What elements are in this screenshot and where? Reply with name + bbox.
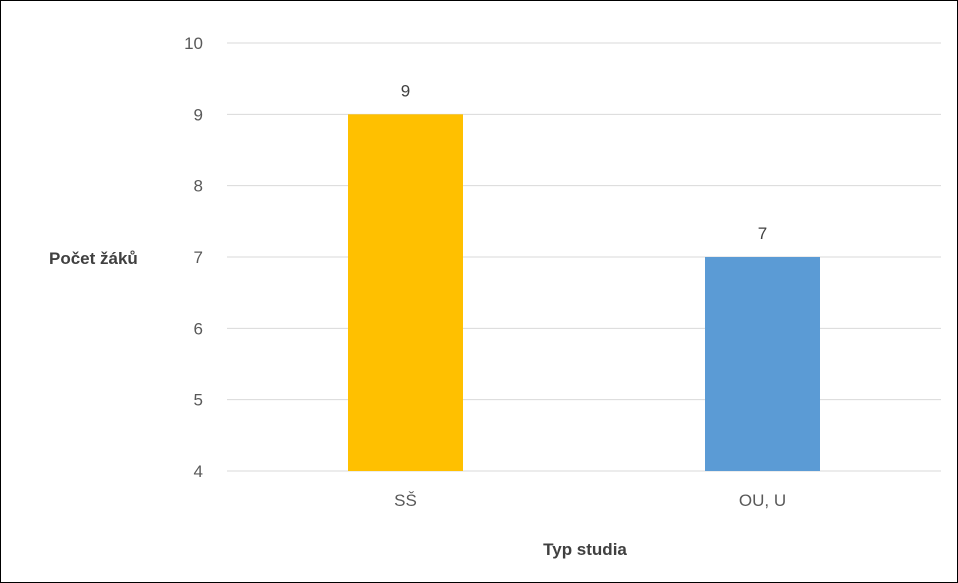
data-labels: 97 [401, 81, 767, 243]
y-tick-label: 6 [194, 319, 203, 338]
x-tick-label: SŠ [394, 491, 417, 510]
y-tick-label: 8 [194, 177, 203, 196]
data-label: 7 [758, 224, 767, 243]
y-axis-title: Počet žáků [49, 249, 138, 268]
y-tick-label: 9 [194, 105, 203, 124]
y-tick-label: 5 [194, 391, 203, 410]
data-label: 9 [401, 81, 410, 100]
x-axis-title: Typ studia [543, 540, 627, 559]
x-tick-label: OU, U [739, 491, 786, 510]
bar [348, 114, 463, 471]
y-tick-label: 7 [194, 248, 203, 267]
y-tick-label: 4 [194, 462, 203, 481]
y-axis-ticks: 4 5 6 7 8 9 10 [184, 34, 203, 481]
x-axis-ticks: SŠ OU, U [394, 491, 786, 510]
bars [348, 114, 820, 471]
gridlines [227, 42, 941, 472]
bar [705, 257, 820, 471]
y-tick-label: 10 [184, 34, 203, 53]
